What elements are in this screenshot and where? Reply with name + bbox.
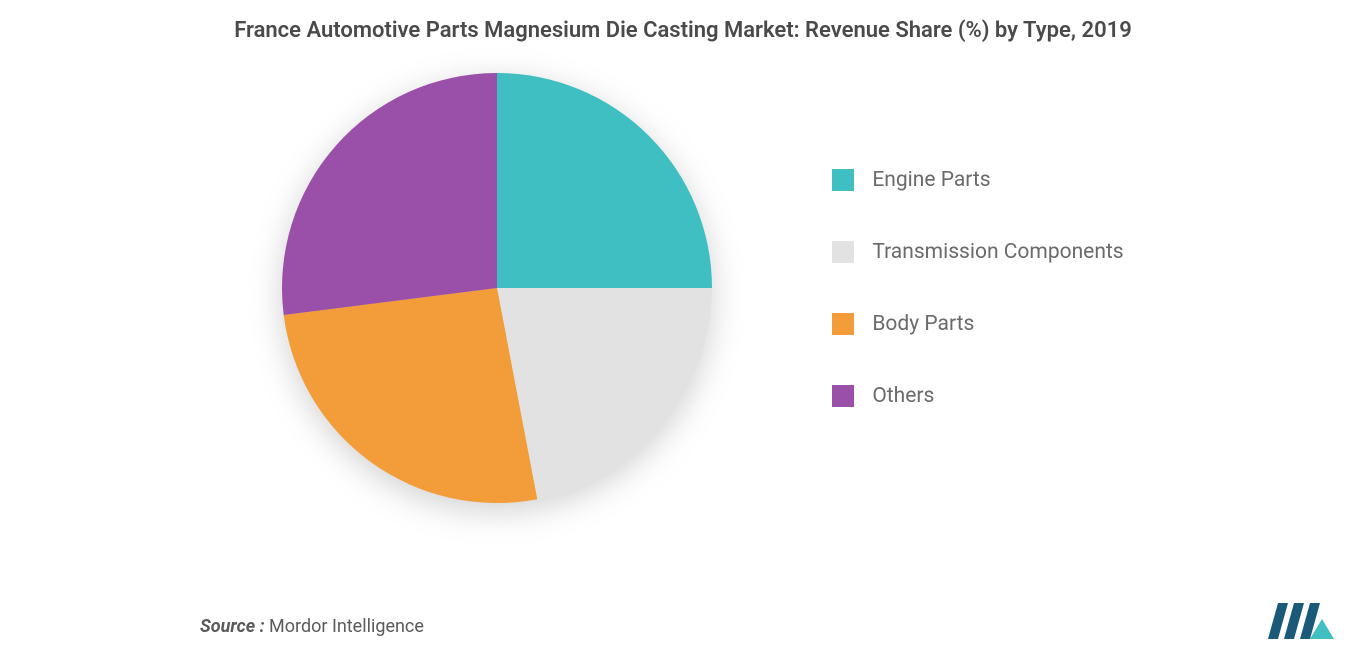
legend-item-engine-parts: Engine Parts <box>832 168 1123 192</box>
legend-swatch <box>832 385 854 407</box>
legend-item-transmission: Transmission Components <box>832 240 1123 264</box>
legend-swatch <box>832 313 854 335</box>
legend-label: Engine Parts <box>872 168 990 192</box>
legend-label: Others <box>872 384 934 408</box>
source-value: Mordor Intelligence <box>265 616 424 637</box>
legend: Engine Parts Transmission Components Bod… <box>832 168 1123 408</box>
chart-container: Engine Parts Transmission Components Bod… <box>0 73 1366 503</box>
legend-label: Transmission Components <box>872 240 1123 264</box>
pie-slice <box>497 73 712 288</box>
pie-svg <box>282 73 712 503</box>
mordor-logo-icon <box>1266 601 1336 641</box>
pie-slice <box>284 288 538 503</box>
chart-title: France Automotive Parts Magnesium Die Ca… <box>0 0 1366 53</box>
legend-swatch <box>832 241 854 263</box>
legend-item-body-parts: Body Parts <box>832 312 1123 336</box>
legend-label: Body Parts <box>872 312 974 336</box>
pie-chart <box>282 73 712 503</box>
legend-item-others: Others <box>832 384 1123 408</box>
source-attribution: Source : Mordor Intelligence <box>200 616 424 637</box>
source-label: Source : <box>200 616 265 637</box>
legend-swatch <box>832 169 854 191</box>
pie-slice <box>282 73 497 315</box>
